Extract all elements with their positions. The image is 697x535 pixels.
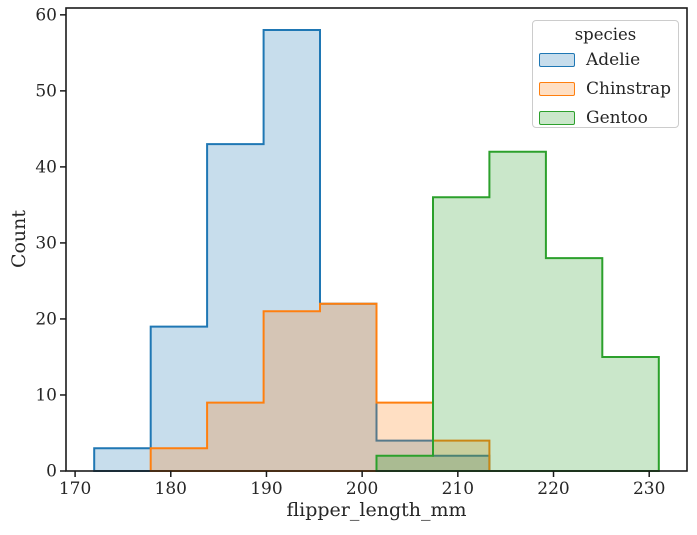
legend-label-gentoo: Gentoo: [586, 107, 648, 128]
legend-label-chinstrap: Chinstrap: [586, 78, 672, 99]
svg-text:170: 170: [59, 479, 91, 499]
svg-text:220: 220: [537, 479, 569, 499]
svg-text:40: 40: [35, 157, 57, 177]
legend-label-adelie: Adelie: [586, 49, 641, 70]
svg-text:190: 190: [250, 479, 282, 499]
legend-swatch-gentoo: [539, 110, 575, 125]
svg-text:50: 50: [35, 81, 57, 101]
y-axis-label: Count: [8, 209, 30, 269]
svg-text:20: 20: [35, 309, 57, 329]
svg-text:0: 0: [46, 462, 57, 482]
legend-entry-adelie: Adelie: [533, 45, 678, 74]
svg-text:10: 10: [35, 385, 57, 405]
svg-text:60: 60: [35, 5, 57, 25]
x-axis-label: flipper_length_mm: [286, 499, 467, 521]
svg-text:30: 30: [35, 233, 57, 253]
svg-text:230: 230: [633, 479, 665, 499]
legend-entry-chinstrap: Chinstrap: [533, 74, 678, 103]
legend-swatch-chinstrap: [539, 81, 575, 96]
legend-title: species: [574, 25, 637, 44]
svg-text:200: 200: [346, 479, 378, 499]
legend-entry-gentoo: Gentoo: [533, 103, 678, 132]
legend: species Adelie Chinstrap Gentoo: [532, 20, 679, 128]
svg-text:180: 180: [155, 479, 187, 499]
legend-swatch-adelie: [539, 52, 575, 67]
svg-text:210: 210: [442, 479, 474, 499]
